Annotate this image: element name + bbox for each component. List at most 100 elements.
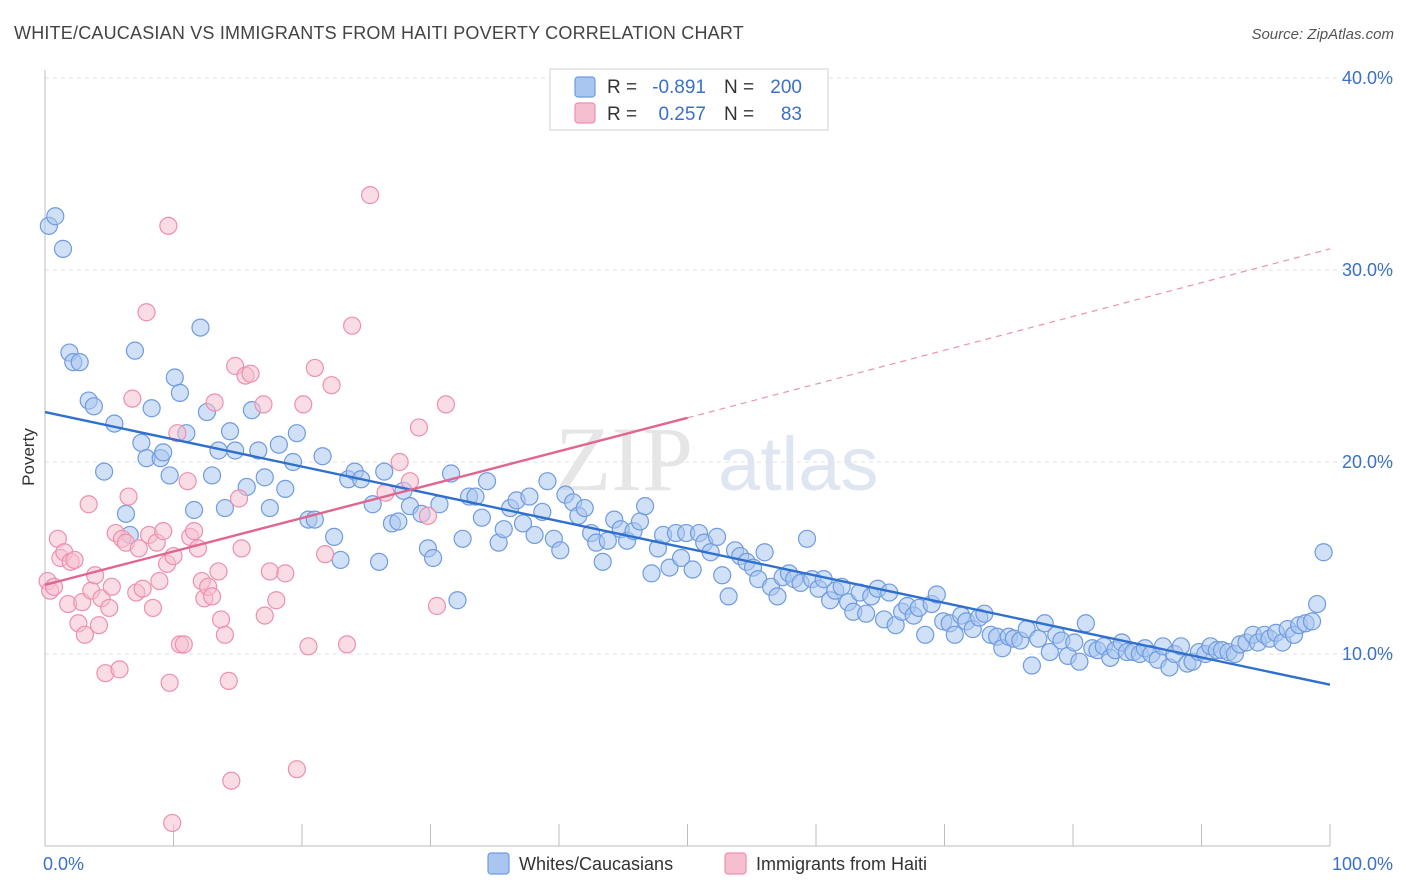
data-point [551,541,570,560]
legend-swatch-pink [574,102,596,124]
legend-r-value-1: -0.891 [652,77,706,98]
bottom-legend: Whites/Caucasians Immigrants from Haiti [487,852,927,875]
data-point [174,635,193,654]
data-point [635,497,655,516]
legend-r-value-2: 0.257 [658,104,706,125]
data-point [472,508,491,527]
data-point [249,441,268,460]
x-ticks: 0.0% 100.0% [43,824,1393,874]
data-point [713,566,732,585]
legend-n-value-2: 83 [781,104,802,125]
y-ticks: 10.0% 20.0% 30.0% 40.0% [1342,68,1393,664]
data-point [70,353,89,372]
data-point [927,585,946,604]
bottom-legend-swatch-blue [487,852,510,875]
data-point [215,625,234,644]
data-point [436,395,456,414]
data-point [1022,656,1041,675]
data-point [160,673,179,692]
data-point [255,468,274,487]
data-point [254,395,273,414]
trend-lines [44,248,1331,686]
data-point [123,389,142,408]
data-point [211,610,231,629]
data-point [137,303,156,322]
data-point [453,529,472,548]
data-point [129,539,148,558]
data-point [343,316,362,335]
data-point [116,504,136,523]
data-point [202,587,222,606]
data-point [719,587,738,606]
data-point [797,529,817,548]
data-point [945,625,964,644]
data-point [755,543,774,562]
data-point [276,564,295,583]
watermark-atlas: atlas [718,422,879,507]
data-point [133,579,152,598]
data-point [142,399,161,418]
data-point [525,525,544,545]
data-point [267,591,286,610]
data-point [418,506,438,525]
data-point [202,466,222,485]
data-point [100,598,119,618]
series-immigrants-from-haiti [38,186,456,833]
data-point [160,466,179,485]
data-point [427,596,447,616]
data-point [84,397,103,416]
chart-source: Source: ZipAtlas.com [1251,26,1394,43]
legend-box: R = -0.891 N = 200 R = 0.257 N = 83 [549,68,829,131]
data-point [119,487,138,506]
data-point [466,487,485,506]
data-point [299,637,318,656]
y-axis-label: Poverty [19,428,38,486]
data-point [219,671,238,690]
data-point [538,472,557,491]
data-point [575,498,594,518]
data-point [255,606,274,625]
data-point [390,452,409,472]
trend-line-whites [44,410,1331,686]
data-point [361,186,380,205]
legend-r-label-2: R = [607,104,637,125]
data-point [593,552,612,571]
data-point [178,472,197,491]
legend-swatch-blue [574,76,596,98]
data-point [205,393,224,412]
data-point [322,376,341,395]
bottom-legend-label-haiti: Immigrants from Haiti [756,854,927,874]
data-point [287,424,306,443]
data-point [520,487,539,506]
data-point [642,564,661,583]
data-point [294,395,313,414]
data-point [423,548,443,568]
data-point [389,512,408,531]
watermark-zip: ZIP [555,408,693,510]
data-point [163,813,182,833]
data-point [337,635,357,654]
data-point [331,550,350,570]
data-point [477,472,497,491]
data-point [276,479,295,498]
data-point [313,447,332,466]
data-point [184,522,204,541]
data-point [125,341,145,360]
data-point [707,527,727,546]
legend-n-label-1: N = [724,77,754,98]
data-point [305,358,324,378]
data-point [630,512,650,531]
data-point [95,462,114,481]
data-point [150,571,169,591]
data-point [1308,594,1327,614]
chart-title: WHITE/CAUCASIAN VS IMMIGRANTS FROM HAITI… [14,23,744,43]
data-point [260,562,279,581]
data-point [260,498,279,518]
data-point [143,598,163,618]
data-point [154,443,173,462]
data-point [46,207,65,226]
data-point [65,550,84,570]
data-point [232,539,251,558]
legend-r-label-1: R = [607,77,637,98]
